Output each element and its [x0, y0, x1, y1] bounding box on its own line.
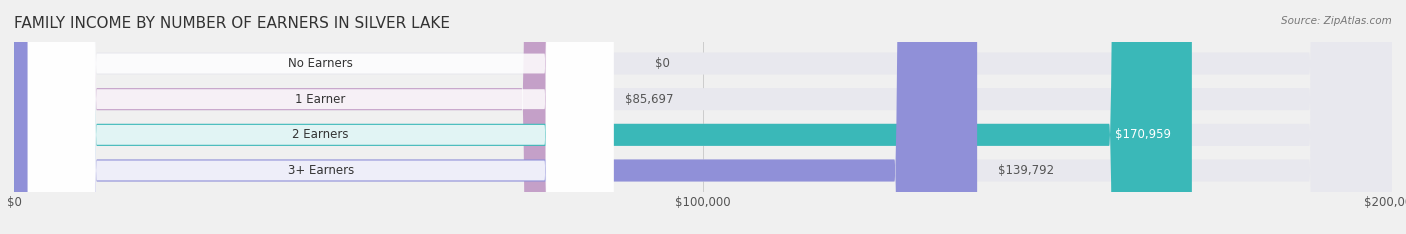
Text: 1 Earner: 1 Earner [295, 93, 346, 106]
Text: FAMILY INCOME BY NUMBER OF EARNERS IN SILVER LAKE: FAMILY INCOME BY NUMBER OF EARNERS IN SI… [14, 16, 450, 31]
Text: Source: ZipAtlas.com: Source: ZipAtlas.com [1281, 16, 1392, 26]
FancyBboxPatch shape [14, 0, 1192, 234]
FancyBboxPatch shape [14, 0, 1392, 234]
FancyBboxPatch shape [28, 0, 613, 234]
FancyBboxPatch shape [28, 0, 613, 234]
Text: $0: $0 [655, 57, 669, 70]
FancyBboxPatch shape [28, 0, 613, 234]
FancyBboxPatch shape [14, 0, 605, 234]
FancyBboxPatch shape [28, 0, 613, 234]
FancyBboxPatch shape [14, 0, 1392, 234]
Text: $139,792: $139,792 [998, 164, 1054, 177]
Text: 2 Earners: 2 Earners [292, 128, 349, 141]
FancyBboxPatch shape [14, 0, 1392, 234]
Text: 3+ Earners: 3+ Earners [287, 164, 354, 177]
Text: $170,959: $170,959 [1115, 128, 1171, 141]
FancyBboxPatch shape [14, 0, 977, 234]
Text: No Earners: No Earners [288, 57, 353, 70]
Text: $85,697: $85,697 [626, 93, 673, 106]
FancyBboxPatch shape [14, 0, 1392, 234]
